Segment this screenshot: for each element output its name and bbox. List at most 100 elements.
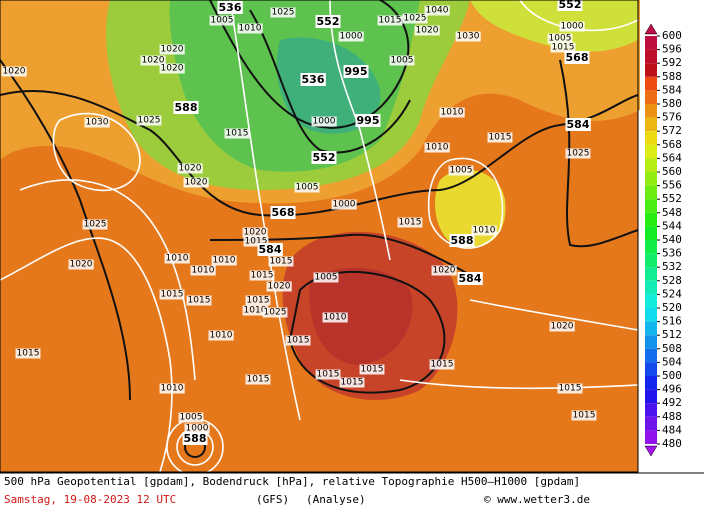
label-box [190, 265, 216, 276]
colorbar-label: 564 [662, 151, 682, 164]
contour-label: 588 [451, 234, 474, 247]
contour-label-group: 584 [457, 272, 483, 285]
contour-label: 1000 [340, 32, 363, 42]
contour-label: 1020 [161, 45, 184, 55]
colorbar-cell [645, 308, 657, 322]
label-box [242, 305, 268, 316]
contour-label-group: 1000 [559, 21, 585, 32]
colorbar-label: 584 [662, 83, 682, 96]
label-box [178, 412, 204, 423]
contour-label-group: 1015 [224, 128, 250, 139]
contour-label-group: 1020 [177, 163, 203, 174]
colorbar-label: 588 [662, 70, 682, 83]
contour-label-group: 1030 [455, 31, 481, 42]
colorbar-label: 516 [662, 315, 682, 328]
contour-label: 584 [459, 272, 482, 285]
colorbar-label: 552 [662, 192, 682, 205]
label-box [550, 42, 576, 53]
contour-label-group: 995 [343, 65, 369, 78]
contour-label: 1010 [244, 306, 267, 316]
contour-label: 568 [272, 206, 295, 219]
label-box [389, 55, 415, 66]
contour-label-group: 1010 [208, 330, 234, 341]
contour-label: 552 [317, 15, 340, 28]
contour-label: 1015 [287, 336, 310, 346]
label-box [439, 107, 465, 118]
contour-label: 1015 [573, 411, 596, 421]
contour-label-group: 584 [257, 243, 283, 256]
label-box [224, 128, 250, 139]
colorbar-label: 508 [662, 342, 682, 355]
contour-label-group: 1005 [389, 55, 415, 66]
label-box [159, 383, 185, 394]
label-box [245, 295, 271, 306]
contour-label-group: 1010 [322, 312, 348, 323]
contour-label-group: 1010 [211, 255, 237, 266]
colorbar-label: 580 [662, 97, 682, 110]
contour-label-group: 1015 [429, 359, 455, 370]
contour-label: 1025 [84, 220, 107, 230]
contour-label: 1010 [473, 226, 496, 236]
contour-label-group: 1010 [439, 107, 465, 118]
contour-label: 1010 [324, 313, 347, 323]
contour-label: 1020 [142, 56, 165, 66]
label-box [377, 15, 403, 26]
contour-label-group: 1015 [487, 132, 513, 143]
contour-label: 1015 [559, 384, 582, 394]
contour-label-group: 1010 [159, 383, 185, 394]
contour-label: 588 [175, 101, 198, 114]
label-box [173, 101, 199, 114]
colorbar-cell [645, 131, 657, 145]
contour-label-group: 1015 [377, 15, 403, 26]
contour-label: 1015 [247, 375, 270, 385]
contour-label-group: 1015 [268, 256, 294, 267]
label-box [136, 115, 162, 126]
label-box [414, 25, 440, 36]
colorbar-label: 480 [662, 437, 682, 450]
label-box [262, 307, 288, 318]
contour-label-group: 1005 [178, 412, 204, 423]
contour-label-group: 1005 [448, 165, 474, 176]
contour-label: 1025 [264, 308, 287, 318]
contour-label: 1025 [404, 14, 427, 24]
contour-label: 1025 [567, 149, 590, 159]
contour-label-group: 1020 [266, 281, 292, 292]
label-box [183, 177, 209, 188]
colorbar-label: 500 [662, 369, 682, 382]
contour-label: 1000 [186, 424, 209, 434]
label-box [448, 165, 474, 176]
contour-label-group: 1025 [402, 13, 428, 24]
contour-label-group: 1010 [237, 23, 263, 34]
colorbar-cell [645, 185, 657, 200]
label-box [331, 199, 357, 210]
label-box [311, 116, 337, 127]
contour-label-group: 1010 [190, 265, 216, 276]
contour-label-group: 1015 [243, 236, 269, 247]
contour-label: 536 [302, 73, 325, 86]
colorbar-cell [645, 90, 657, 104]
contour-label: 536 [219, 1, 242, 14]
label-box [159, 289, 185, 300]
label-box [457, 272, 483, 285]
contour-label-group: 536 [300, 73, 326, 86]
label-box [557, 0, 583, 11]
colorbar-label: 596 [662, 43, 682, 56]
contour-label-group: 588 [182, 432, 208, 445]
contour-label: 552 [559, 0, 582, 11]
contour-label-group: 1015 [571, 410, 597, 421]
label-box [270, 206, 296, 219]
contour-label-group: 1015 [557, 383, 583, 394]
colorbar-label: 512 [662, 328, 682, 341]
label-box [424, 5, 450, 16]
colorbar-label: 572 [662, 124, 682, 137]
contour-label: 1025 [272, 8, 295, 18]
contour-label-group: 1010 [164, 253, 190, 264]
label-box [237, 23, 263, 34]
contour-label-group: 1020 [242, 227, 268, 238]
contour-label: 1020 [268, 282, 291, 292]
colorbar-label: 504 [662, 355, 682, 368]
colorbar-label: 548 [662, 206, 682, 219]
contour-label: 995 [357, 114, 380, 127]
label-box [15, 348, 41, 359]
